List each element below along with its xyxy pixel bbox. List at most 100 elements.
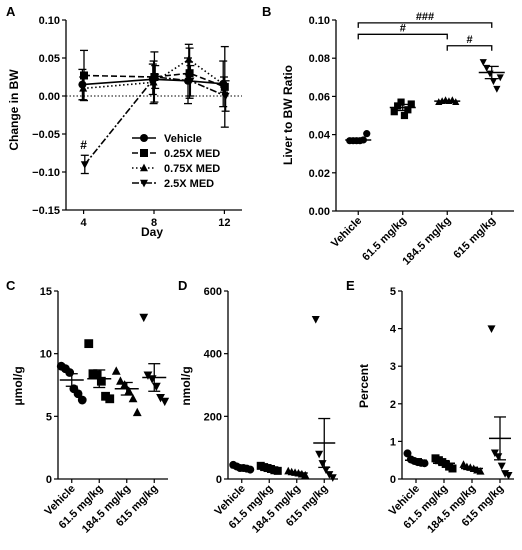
data-point xyxy=(132,407,142,417)
y-axis-label: Change in BW xyxy=(7,69,21,151)
data-point xyxy=(390,108,398,116)
significance-label: # xyxy=(400,22,406,34)
data-point xyxy=(486,70,494,78)
data-point xyxy=(105,394,115,404)
data-point xyxy=(84,339,94,349)
data-point xyxy=(493,85,501,93)
data-point xyxy=(479,59,487,66)
data-point xyxy=(111,366,121,375)
data-point xyxy=(143,371,153,380)
significance-label: # xyxy=(466,34,472,46)
panel-letter: A xyxy=(6,4,16,19)
data-point xyxy=(420,459,429,468)
y-tick-label: 0.02 xyxy=(309,168,330,180)
legend-marker xyxy=(140,163,148,172)
y-axis-label: nmol/g xyxy=(179,366,193,405)
series-line xyxy=(82,78,224,86)
y-tick-label: 0.10 xyxy=(309,15,330,27)
y-tick-label: 0 xyxy=(390,474,396,486)
data-point xyxy=(448,464,457,473)
data-point xyxy=(301,470,310,479)
y-tick-label: 0.04 xyxy=(309,130,331,142)
data-point xyxy=(504,472,513,480)
data-point xyxy=(77,395,87,405)
x-tick-label: 615 mg/kg xyxy=(451,215,498,262)
y-tick-label: 0.06 xyxy=(309,91,330,103)
y-tick-label: 3 xyxy=(390,361,396,373)
data-point xyxy=(147,375,157,384)
legend-label: Vehicle xyxy=(164,133,202,145)
data-point xyxy=(92,370,102,380)
panel-letter: C xyxy=(6,278,16,293)
y-axis-label: Percent xyxy=(357,364,371,408)
y-tick-label: 4 xyxy=(390,324,397,336)
y-tick-label: 10 xyxy=(40,349,52,361)
data-point xyxy=(397,98,405,106)
data-point xyxy=(185,69,194,78)
significance-bracket xyxy=(446,45,493,51)
panel-letter: D xyxy=(178,278,187,293)
legend-label: 0.75X MED xyxy=(164,163,220,175)
data-point xyxy=(363,130,371,138)
data-point xyxy=(73,389,83,399)
y-axis-label: Liver to BW Ratio xyxy=(281,65,295,165)
y-tick-label: 5 xyxy=(46,411,52,423)
y-tick-label: 1 xyxy=(390,436,396,448)
data-point xyxy=(487,325,496,333)
data-point xyxy=(403,449,412,458)
y-tick-label: 0.00 xyxy=(39,91,60,103)
data-point xyxy=(184,55,193,63)
legend-label: 2.5X MED xyxy=(164,178,214,190)
data-point xyxy=(96,376,106,386)
data-point xyxy=(221,92,230,101)
x-tick-label: 4 xyxy=(81,217,88,229)
y-tick-label: 15 xyxy=(40,286,52,298)
data-point xyxy=(160,397,170,407)
data-point xyxy=(80,71,88,80)
data-point xyxy=(311,316,320,324)
y-tick-label: 600 xyxy=(204,286,222,298)
significance-label: ### xyxy=(416,11,434,23)
data-point xyxy=(496,74,504,82)
data-point xyxy=(151,73,160,82)
data-point xyxy=(315,450,324,459)
x-axis-label: Day xyxy=(141,225,163,239)
data-point xyxy=(80,161,89,169)
y-tick-label: 0 xyxy=(46,474,52,486)
data-point xyxy=(186,77,195,86)
data-point xyxy=(321,466,330,474)
data-point xyxy=(273,466,282,475)
data-point xyxy=(139,313,149,323)
data-point xyxy=(151,382,161,392)
data-point xyxy=(400,111,409,120)
y-tick-label: −0.10 xyxy=(32,167,60,179)
y-tick-label: 200 xyxy=(204,411,222,423)
data-point xyxy=(328,474,337,482)
data-point xyxy=(497,462,506,471)
panel-letter: B xyxy=(262,4,271,19)
significance-bracket xyxy=(357,33,448,40)
y-tick-label: −0.15 xyxy=(32,205,60,217)
y-tick-label: 0.10 xyxy=(39,15,60,27)
y-tick-label: 0 xyxy=(216,474,222,486)
y-tick-label: 5 xyxy=(390,286,396,298)
y-tick-label: 2 xyxy=(390,399,396,411)
y-tick-label: −0.05 xyxy=(32,129,60,141)
y-tick-label: 0.05 xyxy=(39,53,60,65)
y-tick-label: 0.08 xyxy=(309,53,330,65)
data-point xyxy=(156,394,165,403)
significance-bracket xyxy=(357,22,493,28)
data-point xyxy=(128,393,138,403)
x-tick-label: 61.5 mg/kg xyxy=(360,215,409,264)
legend-marker xyxy=(140,179,148,188)
data-point xyxy=(407,100,415,108)
legend-label: 0.25X MED xyxy=(164,148,220,160)
x-tick-label: 12 xyxy=(218,217,230,229)
x-tick-label: 8 xyxy=(151,217,157,229)
y-tick-label: 400 xyxy=(204,349,222,361)
data-point xyxy=(394,102,402,110)
series-line xyxy=(84,76,226,165)
panel-letter: E xyxy=(346,278,355,293)
legend-marker xyxy=(140,149,148,157)
